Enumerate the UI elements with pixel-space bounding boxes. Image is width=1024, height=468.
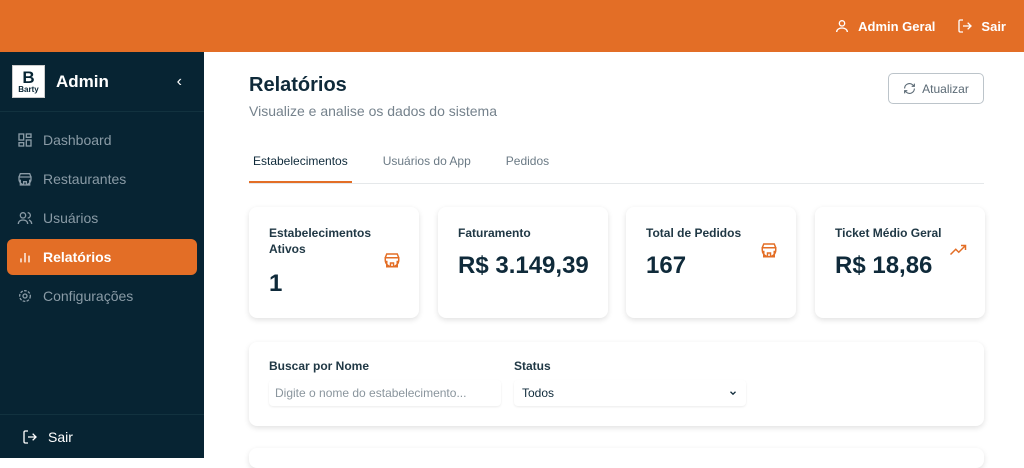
chevron-down-icon: [730, 391, 736, 396]
collapse-sidebar-icon[interactable]: ‹: [176, 72, 182, 90]
user-name: Admin Geral: [858, 18, 936, 34]
stat-card-pedidos: Total de Pedidos 167: [626, 207, 796, 318]
gear-icon: [19, 290, 31, 302]
stat-card-estabelecimentos: Estabelecimentos Ativos 1: [249, 207, 419, 318]
stat-label: Faturamento: [458, 226, 531, 240]
stat-value: 167: [646, 252, 687, 279]
user-menu[interactable]: Admin Geral: [834, 18, 935, 34]
status-select[interactable]: Todos: [514, 380, 746, 406]
sidebar: B Barty Admin ‹ Dashboard Restaurantes Us…: [0, 52, 204, 458]
sidebar-item-label: Restaurantes: [43, 171, 127, 187]
logout-label: Sair: [981, 18, 1006, 34]
user-icon: [836, 20, 849, 33]
store-icon: [384, 253, 400, 268]
logout-icon: [23, 429, 37, 444]
main-content: Relatórios Visualize e analise os dados …: [204, 52, 1024, 458]
tab-estabelecimentos[interactable]: Estabelecimentos: [249, 142, 352, 183]
stat-label: Estabelecimentos Ativos: [269, 226, 372, 256]
trending-up-icon: [949, 244, 967, 256]
refresh-label: Atualizar: [922, 81, 969, 96]
sidebar-item-label: Configurações: [43, 288, 134, 304]
store-icon: [18, 173, 32, 186]
store-icon: [761, 243, 777, 258]
sidebar-brand: B Barty Admin ‹: [0, 52, 204, 112]
refresh-button[interactable]: Atualizar: [888, 73, 984, 104]
sidebar-item-configuracoes[interactable]: Configurações: [7, 278, 197, 314]
stat-value: 1: [269, 270, 283, 297]
refresh-icon: [904, 83, 916, 94]
sidebar-item-label: Dashboard: [43, 132, 112, 148]
status-selected-value: Todos: [522, 386, 555, 400]
stat-value: R$ 18,86: [835, 252, 933, 279]
logout-icon: [958, 19, 973, 33]
logout-button-top[interactable]: Sair: [957, 18, 1006, 34]
barty-logo: B Barty: [12, 65, 45, 98]
sidebar-item-label: Relatórios: [43, 249, 112, 265]
page-subtitle: Visualize e analise os dados do sistema: [249, 103, 498, 119]
filter-panel: Buscar por Nome Status Todos: [249, 342, 984, 426]
sidebar-item-dashboard[interactable]: Dashboard: [7, 122, 197, 158]
sidebar-item-label: Usuários: [43, 210, 99, 226]
results-panel: [249, 448, 984, 468]
top-bar: Admin Geral Sair: [0, 0, 1024, 52]
users-icon: [17, 212, 33, 225]
bar-chart-icon: [20, 253, 30, 263]
tab-pedidos[interactable]: Pedidos: [505, 154, 550, 168]
search-name-label: Buscar por Nome: [269, 359, 370, 373]
logout-button[interactable]: Sair: [0, 414, 204, 458]
logout-label: Sair: [48, 428, 73, 445]
sidebar-item-restaurantes[interactable]: Restaurantes: [7, 161, 197, 197]
tabs: Estabelecimentos Usuários do App Pedidos: [249, 142, 984, 184]
tab-usuarios-app[interactable]: Usuários do App: [382, 154, 471, 168]
sidebar-item-usuarios[interactable]: Usuários: [7, 200, 197, 236]
stat-value: R$ 3.149,39: [458, 252, 589, 279]
status-label: Status: [514, 359, 551, 373]
stat-label: Ticket Médio Geral: [835, 226, 942, 240]
stat-card-ticket-medio: Ticket Médio Geral R$ 18,86: [815, 207, 985, 318]
dashboard-icon: [18, 133, 32, 147]
sidebar-title: Admin: [56, 71, 109, 91]
sidebar-item-relatorios[interactable]: Relatórios: [7, 239, 197, 275]
page-title: Relatórios: [249, 74, 347, 96]
search-name-input[interactable]: [269, 380, 501, 406]
stat-label: Total de Pedidos: [646, 226, 742, 240]
stat-card-faturamento: Faturamento R$ 3.149,39: [438, 207, 608, 318]
